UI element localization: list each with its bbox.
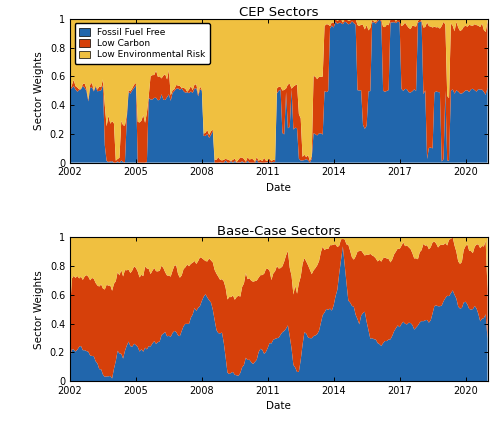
Title: Base-Case Sectors: Base-Case Sectors <box>217 224 340 237</box>
X-axis label: Date: Date <box>266 401 291 411</box>
X-axis label: Date: Date <box>266 183 291 193</box>
Title: CEP Sectors: CEP Sectors <box>239 6 318 19</box>
Legend: Fossil Fuel Free, Low Carbon, Low Environmental Risk: Fossil Fuel Free, Low Carbon, Low Enviro… <box>74 24 210 64</box>
Y-axis label: Sector Weights: Sector Weights <box>34 270 44 349</box>
Y-axis label: Sector Weights: Sector Weights <box>34 51 44 130</box>
